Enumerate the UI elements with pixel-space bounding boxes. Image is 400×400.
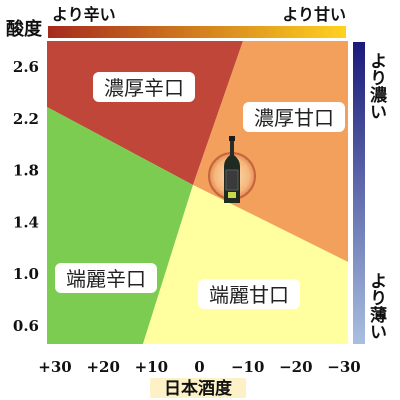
sake-bottle-marker — [208, 136, 256, 203]
lighter-label: より薄い — [366, 272, 387, 340]
region-label-rich-dry: 濃厚辛口 — [93, 72, 195, 102]
y-tick-label: 2.2 — [13, 110, 39, 128]
dry-sweet-gradient-bar — [48, 26, 346, 38]
region-rich-sweet — [193, 41, 348, 262]
x-tick-label: +10 — [135, 358, 168, 376]
rich-light-gradient-bar — [353, 42, 365, 344]
y-tick-label: 1.8 — [13, 162, 39, 180]
x-tick-label: +20 — [86, 358, 119, 376]
y-axis: 2.6 2.2 1.8 1.4 1.0 0.6 — [13, 58, 39, 335]
x-axis-title: 日本酒度 — [164, 378, 233, 399]
y-axis-title: 酸度 — [6, 18, 43, 40]
x-tick-label: −20 — [279, 358, 312, 376]
region-label-rich-sweet: 濃厚甘口 — [243, 102, 345, 132]
x-axis: +30 +20 +10 0 −10 −20 −30 — [38, 358, 360, 376]
sweet-label: より甘い — [282, 5, 346, 24]
sake-bottle-icon — [224, 136, 240, 203]
x-axis-title-bg — [150, 378, 246, 398]
svg-text:端麗辛口: 端麗辛口 — [66, 267, 146, 291]
y-tick-label: 2.6 — [13, 58, 39, 76]
svg-text:端麗甘口: 端麗甘口 — [209, 283, 289, 307]
dry-label: より辛い — [52, 5, 116, 24]
y-tick-label: 1.0 — [13, 265, 39, 283]
x-tick-label: −30 — [327, 358, 360, 376]
svg-text:濃厚甘口: 濃厚甘口 — [254, 106, 334, 130]
y-tick-label: 1.4 — [13, 213, 39, 231]
x-tick-label: −10 — [231, 358, 264, 376]
plot-area — [47, 41, 348, 344]
x-tick-label: 0 — [194, 358, 204, 376]
region-label-light-dry: 端麗辛口 — [55, 263, 157, 293]
y-tick-label: 0.6 — [13, 317, 39, 335]
svg-text:濃厚辛口: 濃厚辛口 — [104, 76, 184, 100]
richer-label: より濃い — [366, 52, 387, 120]
x-tick-label: +30 — [38, 358, 71, 376]
region-label-light-sweet: 端麗甘口 — [198, 279, 300, 309]
